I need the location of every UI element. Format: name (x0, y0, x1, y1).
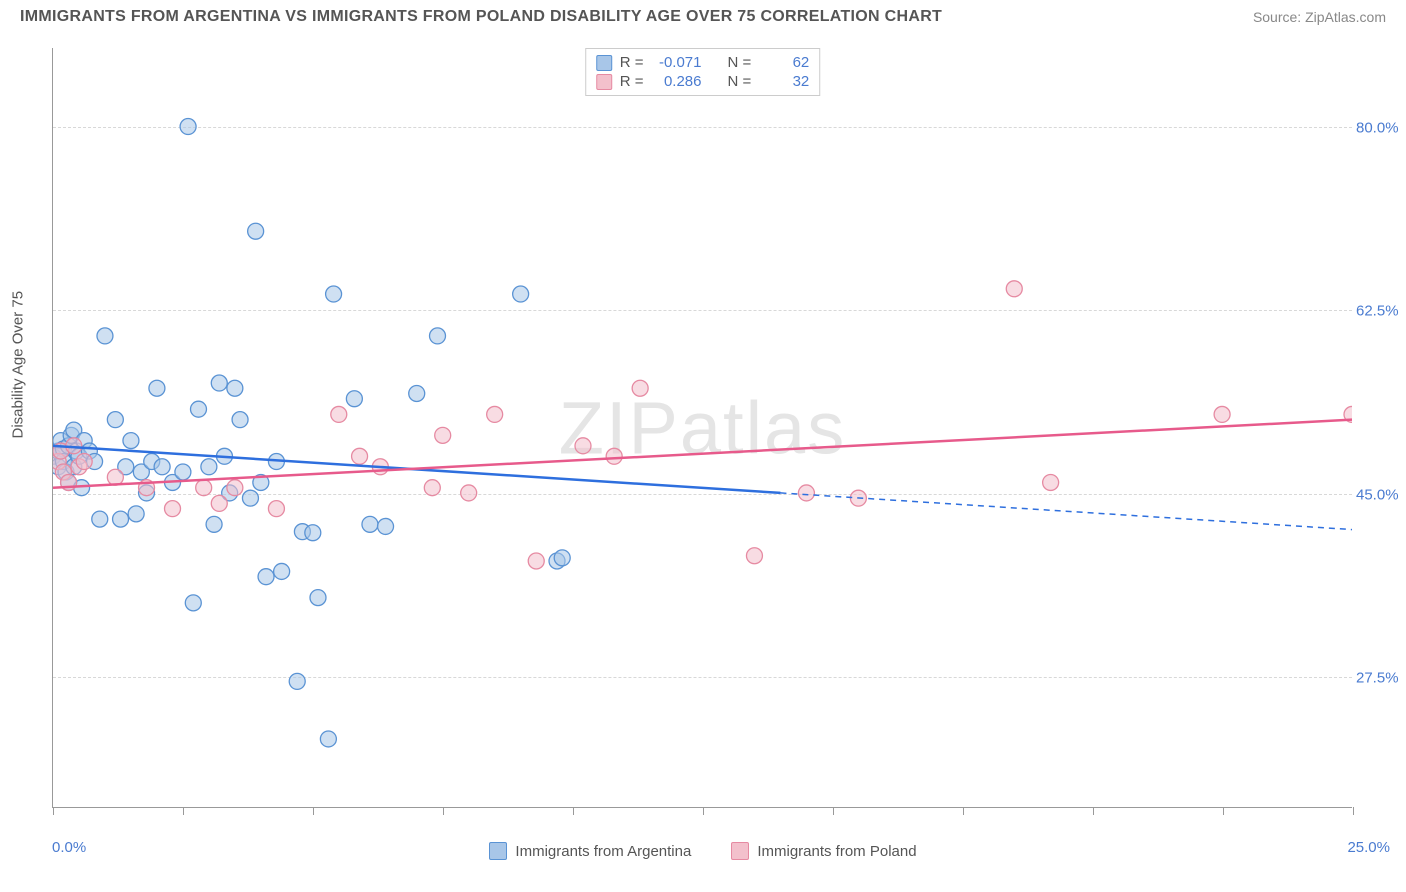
scatter-point (190, 401, 206, 417)
legend-item-poland: Immigrants from Poland (731, 842, 916, 860)
x-tick (313, 807, 314, 815)
scatter-point (1043, 474, 1059, 490)
scatter-point (76, 454, 92, 470)
scatter-point (632, 380, 648, 396)
legend-item-argentina: Immigrants from Argentina (489, 842, 691, 860)
scatter-point (528, 553, 544, 569)
chart-title: IMMIGRANTS FROM ARGENTINA VS IMMIGRANTS … (20, 8, 942, 26)
x-tick (1353, 807, 1354, 815)
scatter-point (268, 501, 284, 517)
swatch-poland (596, 74, 612, 90)
swatch-argentina (596, 55, 612, 71)
scatter-point (424, 480, 440, 496)
swatch-poland (731, 842, 749, 860)
x-tick (53, 807, 54, 815)
scatter-point (409, 385, 425, 401)
y-tick-label: 80.0% (1356, 119, 1406, 136)
y-tick-label: 62.5% (1356, 303, 1406, 320)
scatter-point (232, 412, 248, 428)
scatter-point (346, 391, 362, 407)
scatter-point (461, 485, 477, 501)
x-tick (183, 807, 184, 815)
scatter-point (746, 548, 762, 564)
swatch-argentina (489, 842, 507, 860)
scatter-point (185, 595, 201, 611)
scatter-point (554, 550, 570, 566)
scatter-svg (53, 48, 1352, 807)
scatter-point (211, 375, 227, 391)
scatter-point (1214, 406, 1230, 422)
scatter-point (305, 525, 321, 541)
x-tick (963, 807, 964, 815)
scatter-point (165, 501, 181, 517)
scatter-point (362, 516, 378, 532)
scatter-point (331, 406, 347, 422)
scatter-point (798, 485, 814, 501)
scatter-point (201, 459, 217, 475)
chart-plot-area: ZIPatlas R = -0.071 N = 62 R = 0.286 N =… (52, 48, 1352, 808)
scatter-point (242, 490, 258, 506)
scatter-point (227, 480, 243, 496)
scatter-point (513, 286, 529, 302)
x-tick (1223, 807, 1224, 815)
scatter-point (180, 119, 196, 135)
scatter-point (107, 469, 123, 485)
stats-row-argentina: R = -0.071 N = 62 (596, 53, 810, 72)
x-tick (1093, 807, 1094, 815)
scatter-point (227, 380, 243, 396)
scatter-point (123, 433, 139, 449)
scatter-point (435, 427, 451, 443)
source-attribution: Source: ZipAtlas.com (1253, 9, 1386, 25)
scatter-point (274, 563, 290, 579)
scatter-point (113, 511, 129, 527)
scatter-point (378, 518, 394, 534)
scatter-point (352, 448, 368, 464)
scatter-point (175, 464, 191, 480)
bottom-legend: Immigrants from Argentina Immigrants fro… (0, 842, 1406, 860)
y-axis-title: Disability Age Over 75 (10, 291, 27, 439)
scatter-point (606, 448, 622, 464)
scatter-point (258, 569, 274, 585)
x-tick (573, 807, 574, 815)
x-tick (443, 807, 444, 815)
scatter-point (248, 223, 264, 239)
scatter-point (92, 511, 108, 527)
x-tick (703, 807, 704, 815)
scatter-point (430, 328, 446, 344)
scatter-point (320, 731, 336, 747)
trend-line (53, 420, 1352, 488)
scatter-point (154, 459, 170, 475)
scatter-point (97, 328, 113, 344)
scatter-point (211, 495, 227, 511)
scatter-point (128, 506, 144, 522)
y-tick-label: 27.5% (1356, 669, 1406, 686)
scatter-point (575, 438, 591, 454)
y-tick-label: 45.0% (1356, 486, 1406, 503)
correlation-stats-box: R = -0.071 N = 62 R = 0.286 N = 32 (585, 48, 821, 96)
scatter-point (326, 286, 342, 302)
stats-row-poland: R = 0.286 N = 32 (596, 72, 810, 91)
x-tick (833, 807, 834, 815)
scatter-point (206, 516, 222, 532)
scatter-point (1006, 281, 1022, 297)
scatter-point (196, 480, 212, 496)
scatter-point (107, 412, 123, 428)
scatter-point (310, 590, 326, 606)
scatter-point (487, 406, 503, 422)
scatter-point (149, 380, 165, 396)
scatter-point (289, 673, 305, 689)
